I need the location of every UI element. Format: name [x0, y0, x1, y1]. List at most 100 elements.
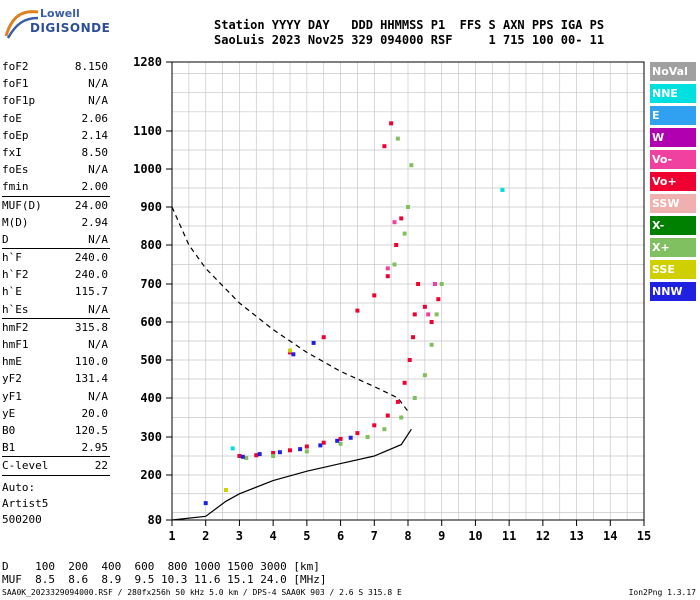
trace-point	[288, 348, 292, 353]
x-tick-label: 5	[303, 529, 310, 543]
y-tick-label: 600	[140, 315, 162, 329]
trace-point	[355, 431, 360, 436]
trace-point	[335, 438, 340, 443]
x-tick-label: 15	[637, 529, 651, 543]
param-value: 110.0	[74, 355, 108, 369]
scaled-parameters-panel: foF2 8.150 foF1 N/A foF1p N/A foE 2.06 foEp 2.14 f…	[2, 58, 110, 476]
trace-point	[372, 423, 377, 428]
profile-curves	[171, 206, 412, 521]
trace-point	[304, 444, 309, 449]
trace-point	[426, 312, 431, 317]
x-tick-label: 10	[468, 529, 482, 543]
trace-point	[399, 216, 404, 221]
param-key: hmF1	[2, 338, 29, 351]
trace-point	[392, 262, 397, 267]
param-value: N/A	[88, 232, 108, 246]
trace-point	[429, 320, 434, 324]
param-key: foF2	[2, 60, 29, 73]
autoscaling-info: Auto: Artist5 500200	[2, 480, 48, 528]
y-tick-label: 700	[140, 277, 162, 291]
x-tick-label: 1	[168, 529, 175, 543]
mufd-curve	[171, 206, 411, 414]
param-row: foF1 N/A	[2, 75, 110, 92]
trace-point	[288, 448, 292, 453]
param-value: 120.5	[74, 423, 108, 437]
trace-point	[385, 413, 390, 418]
trace-point	[223, 488, 228, 492]
legend-item: Vo-	[650, 150, 696, 169]
software-version: Ion2Png 1.3.17	[628, 588, 696, 597]
trace-point	[365, 435, 370, 439]
param-separator	[2, 248, 110, 250]
param-key: h`E	[2, 285, 22, 299]
param-value: 2.94	[81, 215, 109, 229]
legend-item: SSW	[650, 194, 696, 213]
param-key: MUF(D)	[2, 198, 42, 212]
trace-point	[304, 449, 309, 454]
y-tick-label: 1000	[133, 162, 162, 176]
param-separator	[2, 474, 110, 476]
x-tick-label: 8	[404, 529, 411, 543]
param-value: 24.00	[74, 198, 108, 212]
trace-point	[230, 446, 235, 451]
file-info-footer: SAA0K_2023329094000.RSF / 280fx256h 50 k…	[2, 588, 402, 597]
param-row: h`F 240.0	[2, 249, 110, 266]
param-value: 2.00	[81, 180, 109, 194]
x-tick-label: 6	[337, 529, 344, 543]
param-key: fxI	[2, 145, 22, 159]
trace-point	[372, 293, 377, 298]
trace-point	[338, 436, 343, 441]
trace-point	[399, 415, 404, 420]
param-key: foF1	[2, 77, 29, 91]
y-tick-label: 1100	[133, 124, 162, 138]
param-key: foEp	[2, 128, 29, 142]
param-row: D N/A	[2, 231, 110, 248]
legend-item: X+	[650, 238, 696, 257]
param-key: foE	[2, 111, 22, 125]
param-value: 240.0	[74, 251, 108, 265]
polarization-legend: NoVal NNE E W Vo- Vo+ SSW X- X+ SSE NNW	[650, 62, 696, 304]
legend-item: E	[650, 106, 696, 125]
trace-point	[318, 443, 323, 448]
y-tick-label: 200	[140, 468, 162, 482]
param-separator	[2, 317, 110, 319]
param-row: foF1p N/A	[2, 92, 110, 109]
param-key: foEs	[2, 163, 29, 177]
logo-swirl-icon	[4, 10, 39, 39]
trace-point	[271, 454, 276, 458]
param-row: B0 120.5	[2, 422, 110, 439]
param-value: N/A	[88, 338, 108, 351]
y-axis-tick-labels: 80 200 300 400 500 600 700 800 900 1000 1100 1280	[133, 55, 172, 527]
param-key: h`F2	[2, 268, 29, 282]
param-row: MUF(D) 24.00	[2, 197, 110, 214]
trace-point	[311, 340, 316, 345]
x-axis-tick-labels: 1 2 3 4 5 6 7 8 9 10 11 12 13 14 15	[168, 520, 651, 543]
param-row: M(D) 2.94	[2, 214, 110, 231]
x-tick-label: 9	[438, 529, 445, 543]
y-tick-label: 800	[140, 238, 162, 252]
trace-point	[422, 304, 427, 309]
param-key: M(D)	[2, 215, 29, 229]
trace-point	[409, 163, 414, 168]
y-tick-label: 1280	[133, 55, 162, 69]
param-row: C-level 22	[2, 457, 110, 474]
param-value: 131.4	[74, 372, 108, 386]
trace-point	[411, 335, 416, 340]
header-values: SaoLuis 2023 Nov25 329 094000 RSF 1 715 …	[214, 33, 605, 47]
legend-item: Vo+	[650, 172, 696, 191]
param-value: 315.8	[74, 320, 108, 334]
trace-point	[271, 450, 276, 455]
param-value: 2.14	[81, 128, 109, 142]
muf-table: D 100 200 400 600 800 1000 1500 3000 [km…	[2, 560, 327, 586]
param-value: 20.0	[81, 406, 109, 420]
y-tick-label: 80	[148, 513, 162, 527]
param-key: yF2	[2, 372, 22, 386]
trace-point	[406, 205, 410, 209]
legend-item: SSE	[650, 260, 696, 279]
trace-point	[402, 231, 407, 236]
param-value: 22	[94, 459, 108, 473]
x-tick-label: 12	[536, 529, 550, 543]
param-value: N/A	[88, 77, 108, 91]
trace-point	[432, 282, 437, 286]
x-tick-label: 14	[603, 529, 617, 543]
